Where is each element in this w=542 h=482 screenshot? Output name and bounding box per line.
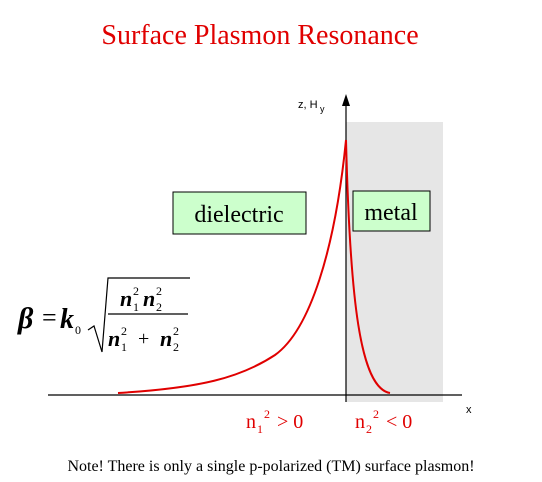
den-n1: n bbox=[108, 326, 120, 351]
cond1-sub: 1 bbox=[257, 422, 263, 436]
metal-box bbox=[352, 190, 431, 232]
cond2-relation: < 0 bbox=[386, 411, 412, 433]
cond2-n: n bbox=[355, 411, 365, 433]
den-n2-sub: 2 bbox=[173, 340, 179, 354]
metal-label: metal bbox=[364, 200, 418, 226]
formula-beta: β bbox=[17, 302, 34, 335]
note: Note! There is only a single p-polarized… bbox=[67, 458, 474, 475]
den-n1-sup: 2 bbox=[121, 324, 127, 338]
cond2-sup: 2 bbox=[373, 407, 379, 421]
den-n2: n bbox=[160, 326, 172, 351]
num-n2: n bbox=[143, 286, 155, 311]
den-n2-sup: 2 bbox=[173, 324, 179, 338]
x-axis-label: x bbox=[466, 404, 472, 416]
z-axis-label: z, H bbox=[298, 99, 318, 111]
metal-region bbox=[346, 122, 443, 402]
formula: β = k 0 n 1 2 n 2 2 n 1 2 + n 2 2 bbox=[17, 277, 190, 354]
field-metal bbox=[345, 139, 391, 394]
z-axis-arrow bbox=[342, 94, 350, 106]
formula-equals: = bbox=[42, 303, 57, 332]
num-n1-sup: 2 bbox=[133, 284, 139, 298]
cond1-n: n bbox=[246, 411, 256, 433]
field-dielectric bbox=[117, 139, 347, 394]
num-n2-sup: 2 bbox=[156, 284, 162, 298]
den-n1-sub: 1 bbox=[121, 340, 127, 354]
formula-k-sub: 0 bbox=[75, 323, 81, 337]
cond2-sub: 2 bbox=[366, 422, 372, 436]
den-plus: + bbox=[138, 328, 149, 350]
num-n2-sub: 2 bbox=[156, 300, 162, 314]
sqrt-sign bbox=[87, 277, 190, 353]
formula-k: k bbox=[60, 304, 74, 335]
dielectric-box bbox=[172, 191, 307, 235]
dielectric-label: dielectric bbox=[194, 202, 283, 228]
title: Surface Plasmon Resonance bbox=[101, 20, 418, 51]
num-n1: n bbox=[120, 286, 132, 311]
z-axis-label-sub: y bbox=[320, 104, 325, 114]
cond1-relation: > 0 bbox=[277, 411, 303, 433]
cond1-sup: 2 bbox=[264, 407, 270, 421]
num-n1-sub: 1 bbox=[133, 300, 139, 314]
